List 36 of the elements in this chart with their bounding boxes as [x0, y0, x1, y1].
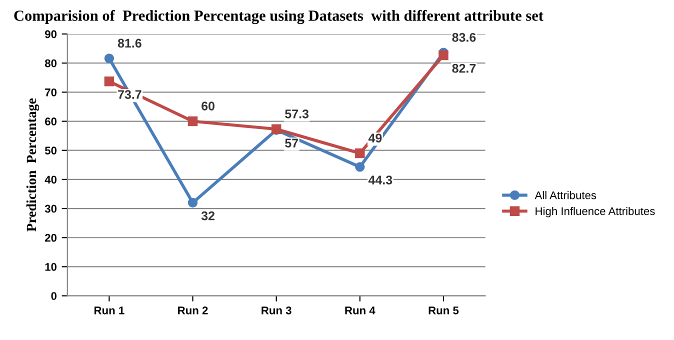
x-tick-label: Run 4: [345, 306, 376, 314]
y-tick-label: 90: [45, 30, 57, 38]
data-label: 57.3: [285, 109, 309, 118]
y-tick-label: 60: [45, 118, 57, 126]
data-label: 83.6: [452, 32, 476, 42]
data-label: 60: [202, 102, 214, 110]
y-tick-label: 20: [45, 234, 57, 242]
y-axis-title: Prediction Percentage: [26, 98, 40, 232]
y-tick-label: 80: [44, 59, 57, 68]
legend-label: High Influence Attributes: [536, 206, 655, 218]
point: [355, 148, 365, 158]
y-tick-label: 0: [51, 292, 57, 300]
y-tick-label: 50: [44, 146, 57, 154]
data-label: 44.3: [368, 176, 392, 184]
chart-title: Comparision of Prediction Percentage using Datasets with different attribute set: [14, 10, 544, 24]
data-label: 32: [201, 211, 214, 220]
data-label: 73.7: [118, 90, 142, 99]
point: [104, 76, 114, 86]
point: [104, 54, 114, 64]
point: [188, 116, 198, 126]
y-tick-label: 10: [45, 262, 57, 271]
data-label: 81.6: [118, 38, 142, 48]
x-tick-label: Run 5: [428, 306, 459, 314]
x-tick-label: Run 1: [94, 306, 124, 314]
data-label: 49: [368, 134, 382, 142]
legend-label: All Attributes: [534, 191, 596, 200]
y-tick-label: 70: [45, 88, 57, 96]
y-tick-label: 30: [44, 204, 57, 213]
point: [438, 50, 448, 60]
data-label: 57: [285, 138, 298, 148]
point: [355, 162, 365, 172]
point: [188, 198, 198, 208]
x-tick-label: Run 2: [178, 306, 208, 314]
data-label: 82.7: [452, 64, 476, 73]
x-tick-label: Run 3: [262, 306, 292, 314]
y-tick-label: 40: [44, 176, 57, 184]
